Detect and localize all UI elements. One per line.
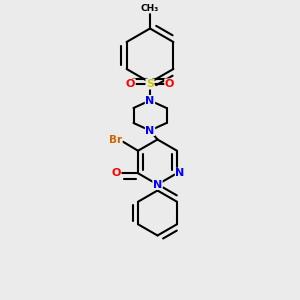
Text: S: S bbox=[146, 79, 154, 89]
Text: O: O bbox=[165, 79, 174, 89]
Text: N: N bbox=[146, 95, 154, 106]
Text: O: O bbox=[111, 168, 121, 178]
Text: CH₃: CH₃ bbox=[141, 4, 159, 13]
Text: N: N bbox=[153, 179, 162, 190]
Text: N: N bbox=[146, 125, 154, 136]
Text: N: N bbox=[176, 168, 184, 178]
Text: Br: Br bbox=[109, 135, 122, 145]
Text: O: O bbox=[126, 79, 135, 89]
